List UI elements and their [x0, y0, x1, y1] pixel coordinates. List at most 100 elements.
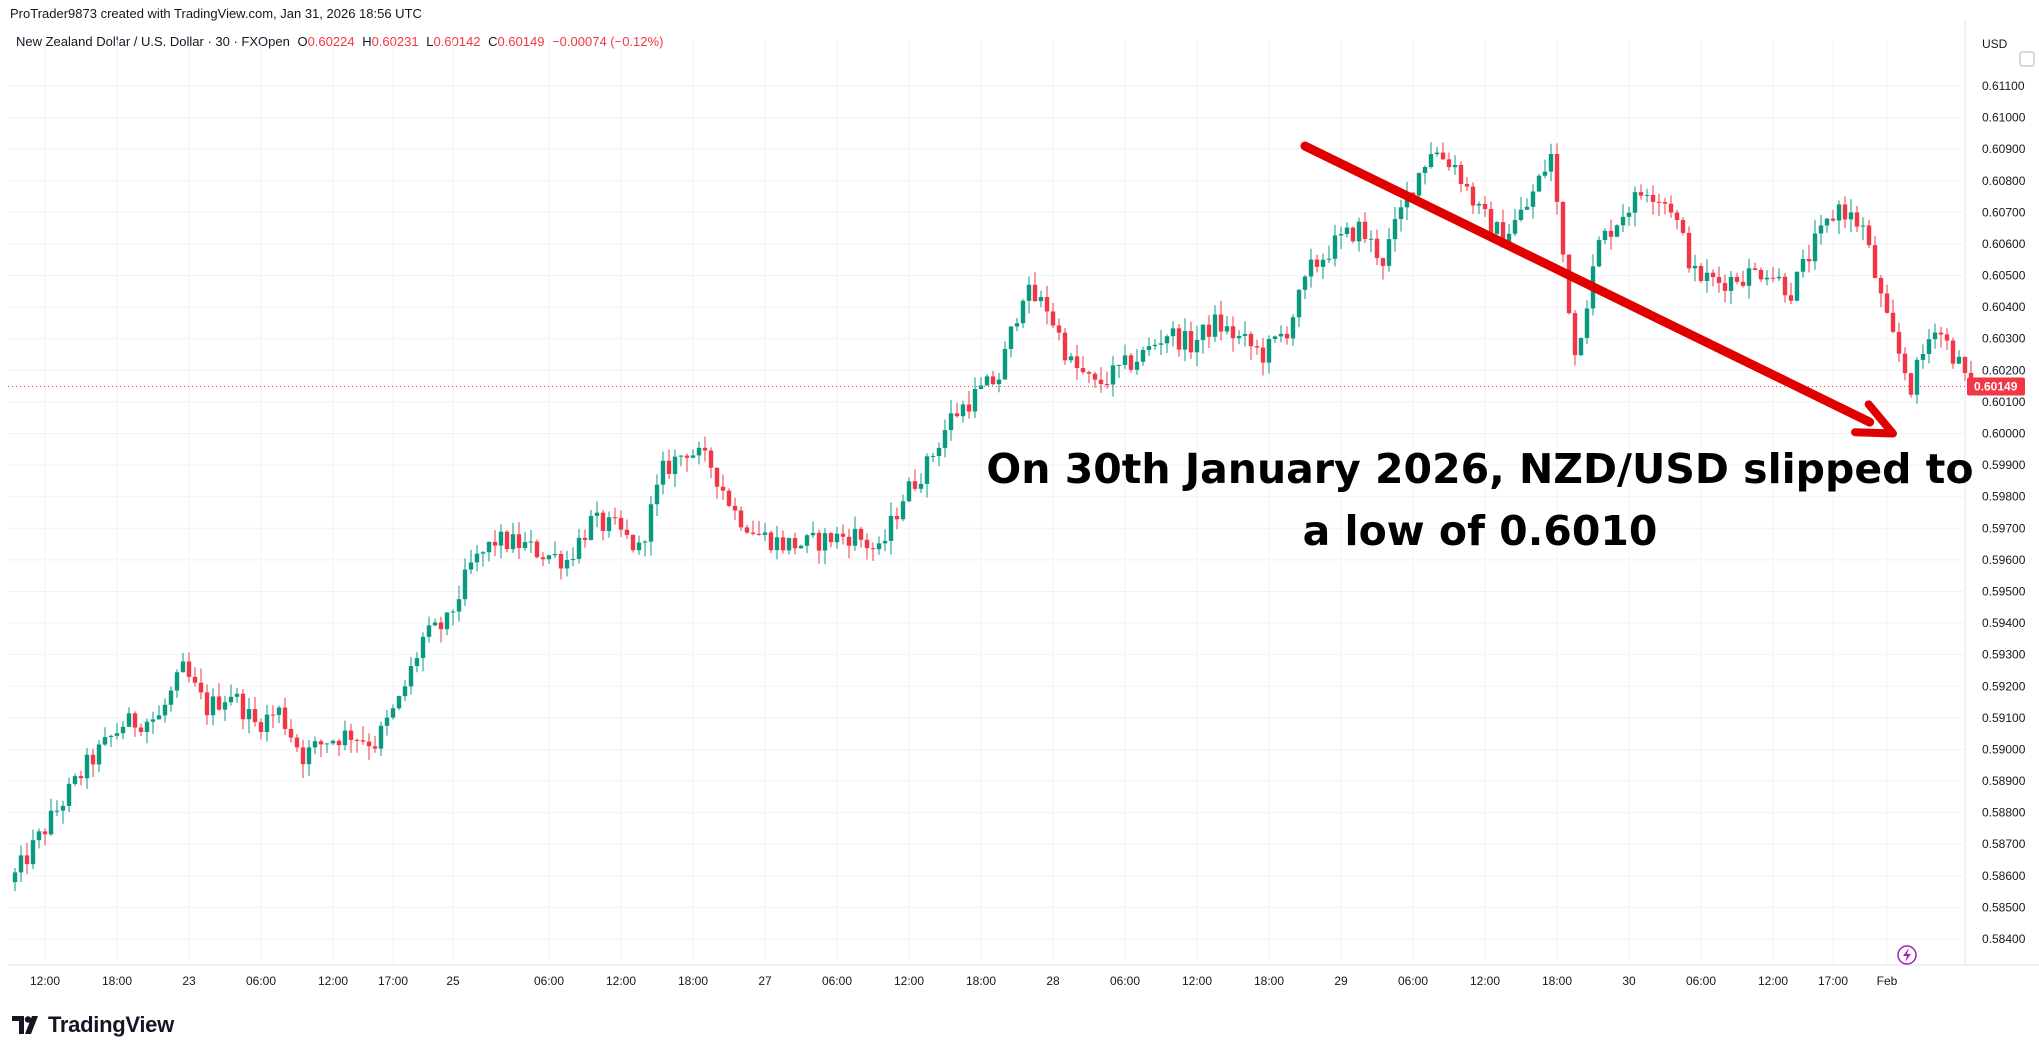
candle-body — [96, 744, 102, 765]
time-tick-label: 06:00 — [246, 974, 276, 988]
candle-body — [276, 707, 282, 715]
candle-body — [1140, 349, 1146, 362]
candle-body — [462, 569, 468, 600]
candle-body — [1104, 384, 1110, 386]
candle-body — [1638, 192, 1644, 196]
candle-body — [372, 746, 378, 749]
candle-body — [690, 455, 696, 458]
price-tick-label: 0.59600 — [1982, 553, 2026, 567]
candle-body — [1596, 239, 1602, 267]
price-tick-label: 0.59700 — [1982, 521, 2026, 535]
candle-body — [1242, 333, 1248, 336]
candle-body — [1008, 326, 1014, 349]
candle-body — [474, 553, 480, 563]
tradingview-logo[interactable]: TradingView — [12, 1012, 174, 1038]
candle-body — [102, 737, 108, 745]
candle-body — [1134, 361, 1140, 370]
last-price-label: 0.60149 — [1974, 379, 2018, 393]
price-tick-label: 0.58800 — [1982, 806, 2026, 820]
candle-body — [1512, 219, 1518, 234]
candle-body — [954, 413, 960, 417]
candle-body — [606, 517, 612, 532]
candle-body — [978, 385, 984, 389]
candle-body — [1854, 212, 1860, 227]
candle-body — [1752, 268, 1758, 270]
lightning-icon — [1897, 945, 1917, 965]
candle-body — [1608, 230, 1614, 237]
candle-body — [1350, 227, 1356, 242]
price-tick-label: 0.59100 — [1982, 711, 2026, 725]
candle-body — [774, 537, 780, 551]
candle-body — [384, 717, 390, 726]
candle-body — [1842, 204, 1848, 220]
low-value: 0.60142 — [433, 34, 481, 49]
price-tick-label: 0.59500 — [1982, 584, 2026, 598]
candle-body — [582, 537, 588, 540]
candle-body — [1116, 364, 1122, 366]
candle-body — [1356, 221, 1362, 242]
candle-body — [258, 722, 264, 732]
candle-body — [1260, 347, 1266, 363]
candle-body — [162, 704, 168, 716]
candle-body — [1044, 297, 1050, 312]
candle-body — [264, 714, 270, 732]
candle-body — [1860, 225, 1866, 227]
candle-body — [1896, 331, 1902, 354]
candle-body — [1386, 239, 1392, 266]
candle-body — [1956, 356, 1962, 364]
candle-body — [1674, 212, 1680, 221]
candle-body — [1920, 353, 1926, 360]
candle-body — [1098, 379, 1104, 385]
candle-body — [180, 661, 186, 673]
candle-body — [1704, 272, 1710, 281]
candle-body — [1068, 356, 1074, 361]
candle-body — [306, 747, 312, 765]
candle-body — [624, 529, 630, 535]
candle-body — [960, 404, 966, 417]
candle-body — [1314, 259, 1320, 267]
candle-body — [1110, 365, 1116, 385]
candle-body — [900, 501, 906, 520]
candle-body — [1092, 373, 1098, 380]
candle-body — [1644, 194, 1650, 196]
candle-body — [852, 528, 858, 546]
candle-body — [192, 676, 198, 683]
candle-body — [450, 611, 456, 613]
candle-body — [1866, 225, 1872, 246]
candle-body — [1080, 368, 1086, 373]
candle-body — [318, 741, 324, 745]
candle-body — [1302, 276, 1308, 290]
candle-body — [1614, 225, 1620, 237]
candle-body — [636, 542, 642, 551]
price-axis[interactable]: 0.61100 0.61000 0.60900 0.60800 0.60700 0.606… — [1967, 37, 2035, 946]
candle-body — [516, 534, 522, 549]
candle-body — [894, 515, 900, 520]
candle-body — [1878, 277, 1884, 294]
candle-body — [54, 810, 60, 812]
candle-body — [90, 754, 96, 765]
candle-body — [78, 776, 84, 779]
candle-body — [1050, 311, 1056, 326]
time-tick-label: 06:00 — [1398, 974, 1428, 988]
candle-body — [1746, 268, 1752, 286]
candle-body — [300, 747, 306, 765]
candle-body — [1368, 238, 1374, 240]
symbol-name: New Zealand Dollar / U.S. Dollar · 30 · … — [16, 34, 290, 49]
candle-body — [24, 855, 30, 865]
price-tick-label: 0.60500 — [1982, 269, 2026, 283]
candle-body — [546, 555, 552, 560]
candle-body — [1236, 335, 1242, 339]
candle-body — [1650, 194, 1656, 202]
candle-body — [972, 388, 978, 412]
candle-body — [930, 455, 936, 457]
candle-body — [480, 552, 486, 554]
candle-body — [1632, 192, 1638, 213]
time-axis[interactable]: 12:00 18:00 23 06:00 12:00 17:00 25 06:00 12:00 1… — [30, 974, 1898, 988]
candle-body — [246, 709, 252, 720]
candle-body — [1488, 209, 1494, 234]
candle-body — [708, 450, 714, 468]
candle-body — [1284, 333, 1290, 339]
candle-body — [630, 534, 636, 551]
trend-arrow-head — [1851, 400, 1897, 438]
